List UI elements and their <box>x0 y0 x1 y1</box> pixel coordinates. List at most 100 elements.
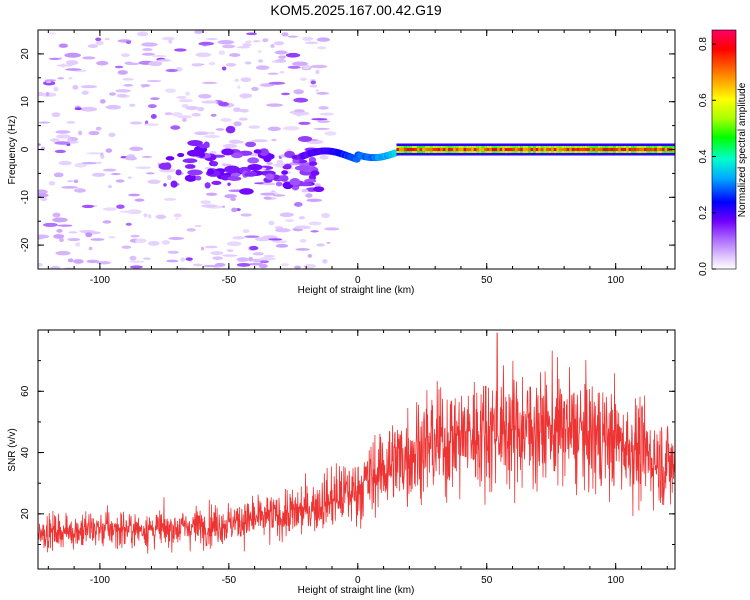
heatmap-cell <box>48 180 56 186</box>
heatmap-cell <box>208 61 216 66</box>
snr-x-axis-label: Height of straight line (km) <box>298 585 415 596</box>
heatmap-cell <box>224 194 237 199</box>
heatmap-cell <box>185 91 190 96</box>
heatmap-cell <box>221 148 234 156</box>
heatmap-cell <box>184 174 197 182</box>
heatmap-cell <box>310 230 319 233</box>
heatmap-cell <box>181 103 189 108</box>
heatmap-cell <box>155 214 167 220</box>
heatmap-cell <box>318 106 329 110</box>
heatmap-cell <box>282 126 300 131</box>
heatmap-cell <box>67 258 74 263</box>
heatmap-cell <box>556 148 560 151</box>
heatmap-cell <box>579 148 583 151</box>
heatmap-cell <box>279 212 294 218</box>
heatmap-cell <box>432 148 436 151</box>
heatmap-cell <box>278 55 287 59</box>
heatmap-cell <box>182 117 187 122</box>
heatmap-cell <box>569 148 573 151</box>
heatmap-cell <box>310 80 316 85</box>
heatmap-cell <box>55 130 71 134</box>
heatmap-cell <box>81 162 98 165</box>
heatmap-cell <box>587 148 591 151</box>
heatmap-cell <box>200 200 212 205</box>
heatmap-cell <box>499 148 503 151</box>
heatmap-cell <box>45 92 50 97</box>
heatmap-cell <box>401 148 405 151</box>
y-tick-label: 60 <box>20 385 31 397</box>
heatmap-cell <box>96 60 109 66</box>
heatmap-cell <box>55 250 71 256</box>
heatmap-cell <box>654 148 658 151</box>
heatmap-cell <box>294 109 305 113</box>
heatmap-cell <box>54 141 70 145</box>
heatmap-cell <box>615 148 619 151</box>
heatmap-cell <box>122 78 134 81</box>
heatmap-cell <box>435 148 439 151</box>
heatmap-cell <box>163 183 167 187</box>
snr-y-ticks: 20 40 60 <box>20 329 675 545</box>
heatmap-cell <box>212 256 224 260</box>
heatmap-cell <box>310 138 319 142</box>
heatmap-cell <box>226 249 234 252</box>
y-tick-label: -10 <box>20 190 31 205</box>
heatmap-cell <box>322 258 328 264</box>
heatmap-cell <box>497 148 501 151</box>
heatmap-cell <box>248 125 261 129</box>
heatmap-cell <box>450 148 454 151</box>
heatmap-cell <box>58 43 69 48</box>
heatmap-cell <box>631 148 635 151</box>
colorbar-ticks: 0.0 0.2 0.4 0.6 0.8 <box>698 37 716 276</box>
heatmap-cell <box>613 148 617 151</box>
heatmap-cell <box>203 134 220 139</box>
heatmap-cell <box>445 148 449 151</box>
heatmap-cell <box>228 139 241 144</box>
heatmap-cell <box>528 148 531 151</box>
heatmap-cell <box>49 138 60 143</box>
heatmap-cell <box>233 121 242 127</box>
heatmap-cell <box>268 81 286 85</box>
heatmap-cell <box>129 265 144 269</box>
heatmap-cell <box>422 148 426 151</box>
heatmap-cell <box>301 36 314 41</box>
heatmap-cell <box>129 121 143 125</box>
heatmap-cell <box>453 148 457 151</box>
heatmap-cell <box>175 169 182 176</box>
heatmap-cell <box>56 134 71 139</box>
heatmap-cell <box>207 168 215 175</box>
heatmap-cell <box>221 66 227 71</box>
heatmap-cell <box>259 260 269 264</box>
heatmap-cell <box>280 92 291 96</box>
heatmap-cell <box>440 148 444 151</box>
heatmap-cell <box>85 232 93 238</box>
heatmap-cell <box>191 63 203 67</box>
heatmap-cell <box>87 44 99 49</box>
heatmap-cell <box>236 257 249 262</box>
heatmap-cell <box>267 126 281 132</box>
heatmap-cell <box>320 212 331 218</box>
x-tick-label: 100 <box>607 575 624 586</box>
heatmap-cell <box>239 188 254 195</box>
x-tick-label: 100 <box>607 275 624 286</box>
heatmap-cell <box>240 77 252 83</box>
heatmap-cell <box>427 148 431 151</box>
heatmap-cell <box>198 93 212 99</box>
heatmap-cell <box>51 112 61 118</box>
heatmap-cell <box>88 246 93 251</box>
heatmap-cell <box>237 85 241 89</box>
heatmap-cell <box>148 214 152 219</box>
heatmap-cell <box>600 148 604 151</box>
heatmap-cell <box>182 158 198 164</box>
heatmap-cell <box>146 79 162 83</box>
heatmap-cell <box>201 100 218 104</box>
heatmap-cell <box>233 107 241 113</box>
heatmap-cell <box>48 32 57 35</box>
heatmap-cell <box>259 257 276 261</box>
heatmap-cell <box>45 80 52 84</box>
heatmap-cell <box>239 108 249 113</box>
heatmap-cell <box>564 148 568 151</box>
heatmap-cell <box>150 114 157 119</box>
heatmap-cell <box>141 155 153 158</box>
heatmap-cell <box>525 148 529 151</box>
spectrogram-x-ticks: -100 -50 0 50 100 <box>47 30 668 286</box>
